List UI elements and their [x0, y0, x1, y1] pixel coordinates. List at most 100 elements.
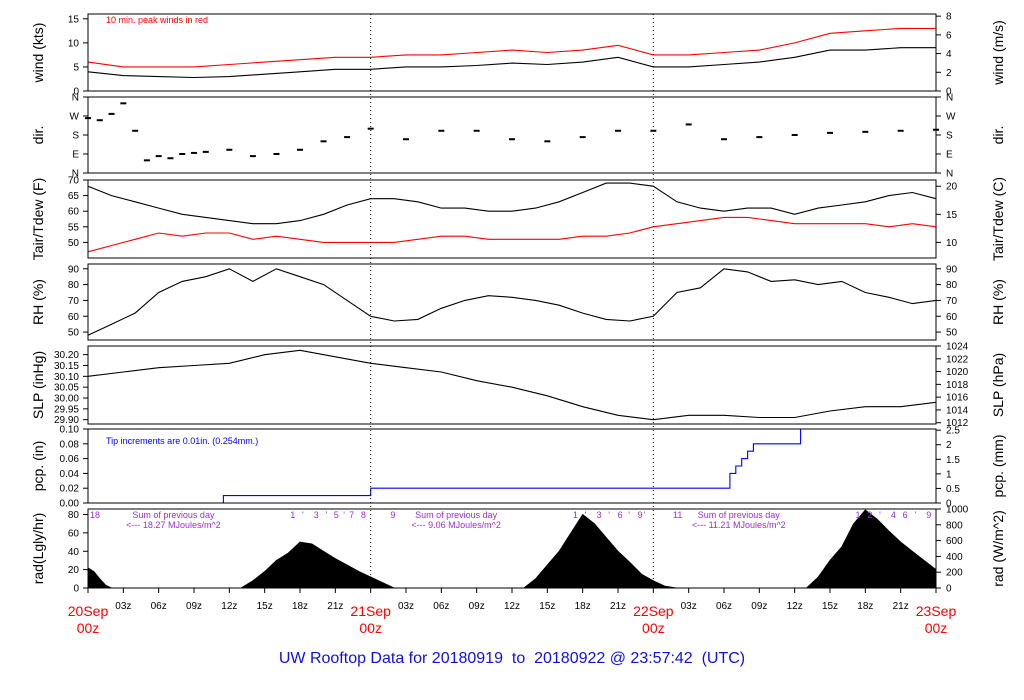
pcp-left-tick-label: 0.04 — [60, 469, 80, 480]
slp-right-tick-label: 1012 — [946, 418, 969, 429]
rad-hour-label: 3 — [596, 510, 601, 520]
dir-frame — [87, 96, 937, 174]
time-minor-label: 09z — [751, 601, 767, 612]
time-minor-label: 15z — [822, 601, 838, 612]
rad-hour-label: 9 — [638, 510, 643, 520]
rad-left-tick-label: 20 — [68, 565, 80, 576]
pcp-annotation: Tip increments are 0.01in. (0.254mm.) — [106, 436, 258, 446]
rad-daily-sum-note: Sum of previous day — [415, 510, 498, 520]
time-minor-label: 18z — [575, 601, 591, 612]
rad-hour-label: 9 — [926, 510, 931, 520]
time-minor-label: 18z — [857, 601, 873, 612]
rad-hour-label: 7 — [349, 510, 354, 520]
wind-right-tick-label: 4 — [946, 49, 952, 60]
wind-ylabel-right: wind (m/s) — [990, 20, 1006, 86]
time-major-hour: 00z — [359, 620, 382, 636]
dir-right-tick-label: N — [946, 169, 953, 180]
rad-hour-label: 9 — [390, 510, 395, 520]
rad-hour-label: ' — [644, 510, 646, 520]
wind-frame — [87, 13, 937, 92]
chart-title: UW Rooftop Data for 20180919 to 20180922… — [278, 650, 746, 667]
pcp-right-tick-label: 1.5 — [946, 455, 960, 466]
rh-frame — [87, 263, 937, 341]
rh-left-tick-label: 90 — [68, 264, 80, 275]
pcp-right-tick-label: 0.5 — [946, 484, 960, 495]
temp-left-tick-label: 50 — [68, 238, 80, 249]
pcp-right-tick-label: 0 — [946, 499, 952, 510]
tdew-line — [87, 216, 937, 253]
time-minor-label: 15z — [257, 601, 273, 612]
dir-left-tick-label: E — [72, 150, 79, 161]
rad-hour-label: 1 — [856, 510, 861, 520]
time-minor-label: 21z — [610, 601, 626, 612]
temp-left-tick-label: 55 — [68, 222, 80, 233]
wind-left-tick-label: 10 — [68, 38, 80, 49]
temp-left-tick-label: 70 — [68, 176, 80, 187]
rad-right-tick-label: 800 — [946, 520, 963, 531]
rad-hour-label: 8 — [361, 510, 366, 520]
time-minor-label: 09z — [469, 601, 485, 612]
slp-frame — [87, 345, 937, 425]
rad-daily-sum-note: Sum of previous day — [698, 510, 781, 520]
wind-peak-line — [87, 27, 936, 68]
time-minor-label: 03z — [115, 601, 131, 612]
dir-right-tick-label: N — [946, 93, 953, 104]
dir-ylabel-right: dir. — [990, 126, 1006, 145]
rad-right-tick-label: 0 — [946, 584, 952, 595]
pcp-left-tick-label: 0.06 — [60, 454, 80, 465]
temp-frame — [87, 179, 937, 259]
time-minor-label: 12z — [787, 601, 803, 612]
slp-ylabel-right: SLP (hPa) — [990, 353, 1006, 417]
time-minor-label: 06z — [716, 601, 732, 612]
rad-left-tick-label: 40 — [68, 547, 80, 558]
wind-right-tick-label: 8 — [946, 12, 952, 23]
slp-right-tick-label: 1024 — [946, 342, 969, 353]
wind-mean-line — [87, 47, 936, 79]
temp-left-tick-label: 65 — [68, 191, 80, 202]
slp-left-tick-label: 30.15 — [54, 361, 79, 372]
slp-left-tick-label: 30.20 — [54, 350, 79, 361]
time-minor-label: 06z — [433, 601, 449, 612]
rad-hour-label: ' — [326, 510, 328, 520]
pcp-frame — [87, 428, 937, 504]
slp-right-tick-label: 1022 — [946, 354, 969, 365]
rad-right-tick-label: 200 — [946, 568, 963, 579]
rad-hour-label: 5 — [334, 510, 339, 520]
rh-ylabel-left: RH (%) — [30, 279, 46, 325]
dir-left-tick-label: S — [72, 131, 79, 142]
tair-line — [87, 182, 937, 225]
rad-hour-label: ' — [343, 510, 345, 520]
rh-right-tick-label: 50 — [946, 328, 958, 339]
wind-right-tick-label: 0 — [946, 87, 952, 98]
pcp-left-tick-label: 0.10 — [60, 425, 80, 436]
pcp-left-tick-label: 0.02 — [60, 484, 80, 495]
time-minor-label: 21z — [327, 601, 343, 612]
temp-right-tick-label: 10 — [946, 238, 958, 249]
time-major-date: 22Sep — [633, 603, 674, 619]
time-minor-label: 12z — [504, 601, 520, 612]
wind-left-tick-label: 0 — [73, 87, 79, 98]
rh-right-tick-label: 80 — [946, 280, 958, 291]
rad-hour-label: ' — [608, 510, 610, 520]
dir-right-tick-label: W — [946, 112, 956, 123]
pcp-right-tick-label: 2 — [946, 440, 952, 451]
time-minor-label: 03z — [398, 601, 414, 612]
rad-hour-label: ' — [914, 510, 916, 520]
slp-right-tick-label: 1016 — [946, 393, 969, 404]
wind-right-tick-label: 2 — [946, 68, 952, 79]
pcp-left-tick-label: 0.00 — [60, 499, 80, 510]
time-minor-label: 15z — [539, 601, 555, 612]
wind-right-tick-label: 6 — [946, 30, 952, 41]
temp-ylabel-left: Tair/Tdew (F) — [30, 178, 46, 260]
slp-left-tick-label: 30.00 — [54, 394, 79, 405]
dir-left-tick-label: W — [70, 112, 80, 123]
rad-left-tick-label: 60 — [68, 528, 80, 539]
dir-left-tick-label: N — [72, 169, 79, 180]
time-major-hour: 00z — [642, 620, 665, 636]
rh-left-tick-label: 50 — [68, 328, 80, 339]
pcp-ylabel-left: pcp. (in) — [30, 441, 46, 492]
slp-ylabel-left: SLP (inHg) — [30, 351, 46, 419]
slp-right-tick-label: 1014 — [946, 405, 969, 416]
rad-hour-label: 6 — [903, 510, 908, 520]
pcp-ylabel-right: pcp. (mm) — [990, 435, 1006, 498]
